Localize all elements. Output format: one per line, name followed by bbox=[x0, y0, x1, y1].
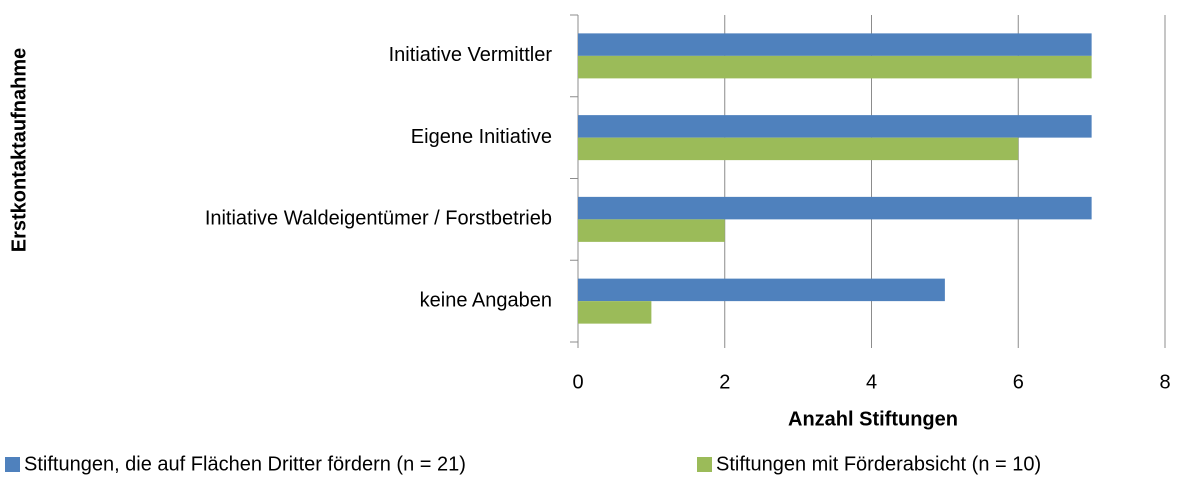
x-tick-label: 6 bbox=[1013, 371, 1024, 393]
legend-swatch bbox=[5, 457, 20, 472]
bar bbox=[578, 33, 1092, 56]
y-tick-label: Eigene Initiative bbox=[411, 126, 552, 148]
x-tick-label: 0 bbox=[572, 371, 583, 393]
x-tick-label: 8 bbox=[1159, 371, 1170, 393]
bar bbox=[578, 219, 725, 242]
legend-label: Stiftungen mit Förderabsicht (n = 10) bbox=[716, 453, 1041, 475]
bar bbox=[578, 196, 1092, 220]
bar bbox=[578, 55, 1092, 79]
x-tick-label: 4 bbox=[866, 371, 877, 393]
y-tick-label: Initiative Waldeigentümer / Forstbetrieb bbox=[205, 208, 552, 230]
legend-label: Stiftungen, die auf Flächen Dritter förd… bbox=[24, 453, 466, 475]
legend-swatch bbox=[697, 457, 712, 472]
y-tick-label: Initiative Vermittler bbox=[389, 44, 553, 66]
bar bbox=[578, 137, 1019, 161]
x-axis-label: Anzahl Stiftungen bbox=[788, 408, 958, 430]
bar bbox=[578, 301, 652, 324]
bar bbox=[578, 278, 945, 302]
bar bbox=[578, 115, 1092, 138]
x-tick-label: 2 bbox=[719, 371, 730, 393]
y-tick-label: keine Angaben bbox=[420, 289, 552, 311]
y-axis-label: Erstkontaktaufnahme bbox=[8, 48, 30, 253]
